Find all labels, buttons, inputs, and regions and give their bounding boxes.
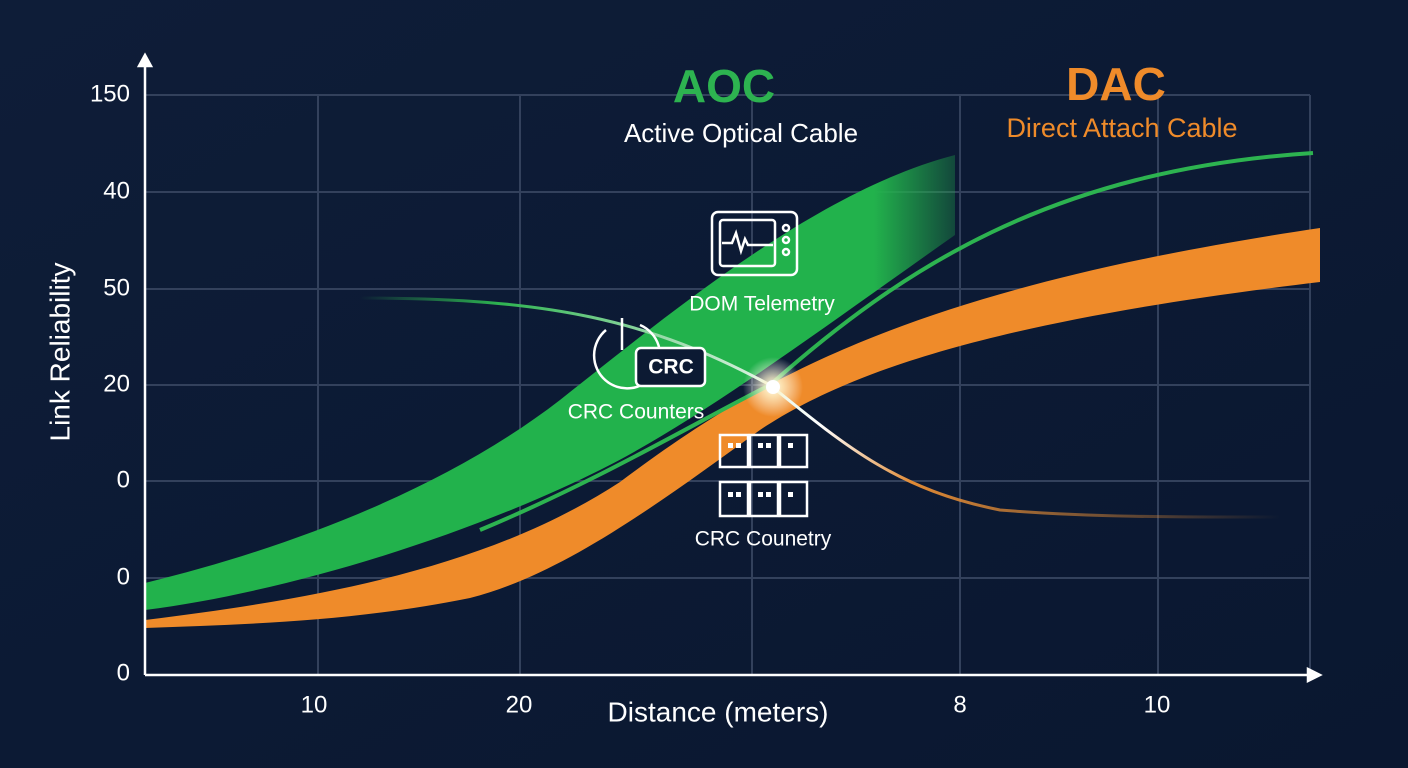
x-tick-label: 20 <box>506 691 533 718</box>
annotation: CRC Counters <box>568 401 705 424</box>
icon-label: CRC <box>648 356 694 379</box>
crossover-point <box>766 380 780 394</box>
series-subtitle: Active Optical Cable <box>624 118 858 148</box>
y-axis-label: Link Reliability <box>44 263 75 442</box>
y-tick-label: 50 <box>103 274 130 301</box>
x-tick-label: 10 <box>1144 691 1171 718</box>
icons <box>592 210 809 518</box>
y-tick-label: 0 <box>117 563 130 590</box>
y-tick-label: 0 <box>117 466 130 493</box>
y-tick-label: 40 <box>103 177 130 204</box>
crossover-line <box>359 296 1281 519</box>
x-axis-label: Distance (meters) <box>608 696 829 727</box>
y-tick-label: 150 <box>90 80 130 107</box>
aoc-band <box>145 155 955 610</box>
x-tick-label: 8 <box>953 691 966 718</box>
series-title: DAC <box>1066 58 1166 110</box>
y-tick-label: 20 <box>103 370 130 397</box>
annotation: DOM Telemetry <box>689 293 835 316</box>
icon-windows <box>728 443 793 497</box>
y-tick-label: 0 <box>117 659 130 686</box>
axes <box>136 52 1323 684</box>
dac-band <box>145 228 1320 628</box>
x-tick-label: 10 <box>301 691 328 718</box>
aoc-line <box>479 151 1314 532</box>
annotation: CRC Counetry <box>695 528 832 551</box>
series-title: AOC <box>673 60 775 112</box>
series-subtitle: Direct Attach Cable <box>1006 113 1237 143</box>
